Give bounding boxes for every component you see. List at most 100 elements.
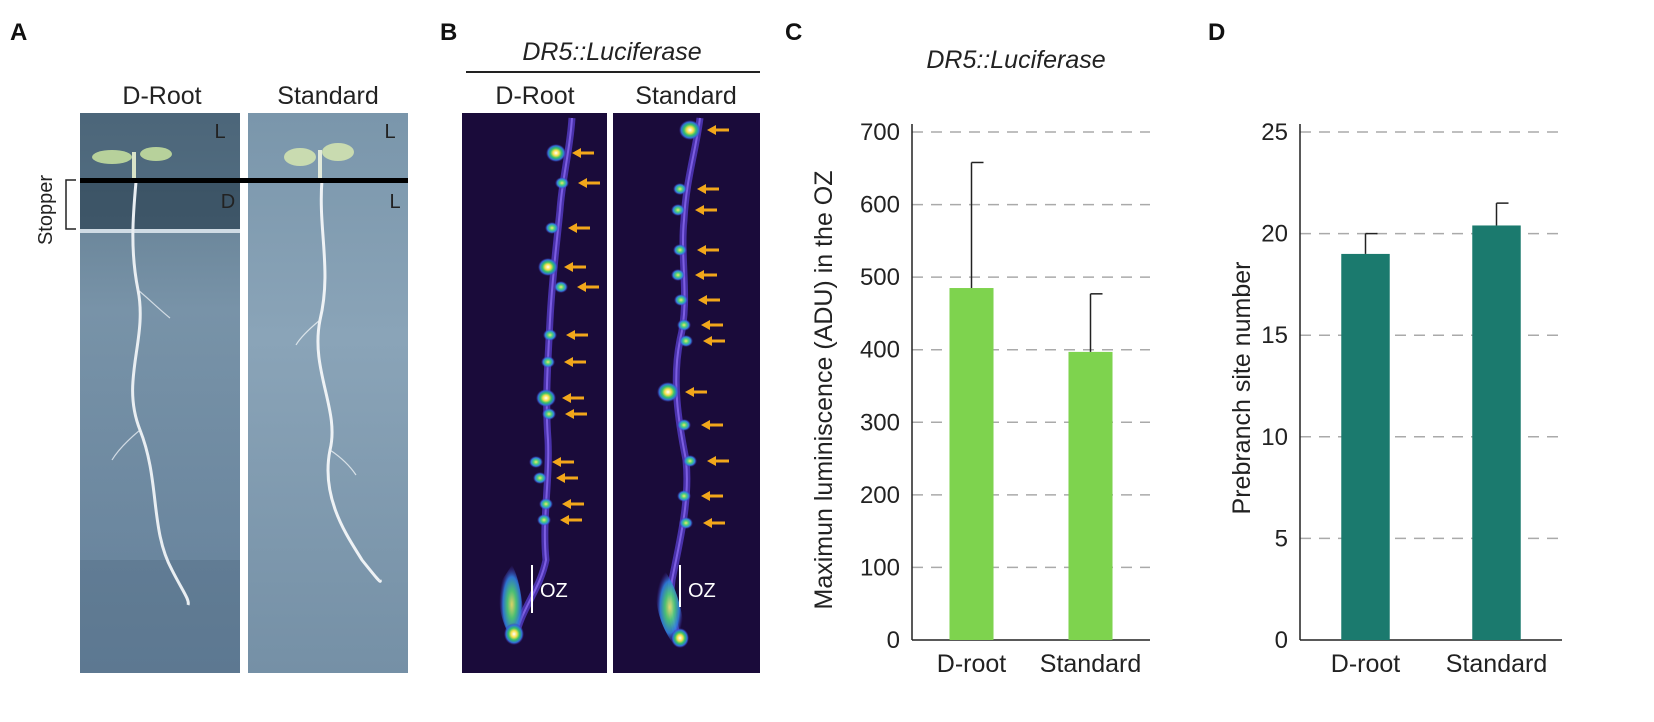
y-tick-label: 300 — [860, 409, 900, 436]
orange-arrow-icon — [695, 270, 717, 280]
panel-letter-c: C — [785, 19, 802, 46]
arrows-standard — [685, 125, 729, 528]
orange-arrow-icon — [698, 295, 720, 305]
y-tick-label: 5 — [1275, 525, 1288, 552]
lum-spot — [679, 335, 693, 347]
orange-arrow-icon — [560, 515, 582, 525]
lum-spot — [537, 514, 551, 526]
orange-arrow-icon — [556, 473, 578, 483]
lum-spot — [546, 144, 566, 162]
lum-spot — [677, 319, 691, 331]
orange-arrow-icon — [568, 223, 590, 233]
panel-b-col-standard: Standard — [635, 82, 736, 110]
orange-arrow-icon — [577, 282, 599, 292]
orange-arrow-icon — [703, 336, 725, 346]
orange-arrow-icon — [701, 420, 723, 430]
x-tick-label: D-root — [1331, 650, 1401, 678]
orange-arrow-icon — [707, 456, 729, 466]
plate-standard: L L — [248, 113, 408, 673]
orange-arrow-icon — [562, 393, 584, 403]
orange-arrow-icon — [552, 457, 574, 467]
plate-droot: L D — [80, 113, 240, 673]
chart-d-ylabel: Prebranch site number — [1228, 262, 1256, 515]
oz-label-droot: OZ — [540, 580, 568, 602]
zone-label-standard-top: L — [384, 121, 395, 143]
orange-arrow-icon — [701, 491, 723, 501]
lum-spot — [533, 472, 547, 484]
orange-arrow-icon — [697, 184, 719, 194]
lum-spots-standard — [657, 120, 701, 529]
stopper-bracket — [65, 179, 76, 230]
orange-arrow-icon — [565, 409, 587, 419]
chart-c-ylabel: Maximun luminiscence (ADU) in the OZ — [810, 170, 838, 609]
lum-spot — [542, 408, 556, 420]
zone-label-standard-mid: L — [389, 191, 400, 213]
oz-glow-standard — [655, 570, 684, 645]
orange-arrow-icon — [564, 262, 586, 272]
stopper-label: Stopper — [35, 175, 57, 245]
y-tick-label: 600 — [860, 192, 900, 219]
lum-spot — [679, 120, 701, 140]
lum-spot — [545, 222, 559, 234]
y-tick-label: 100 — [860, 554, 900, 581]
panel-b: B DR5::Luciferase D-Root Standard OZ OZ — [440, 19, 760, 673]
arrows-droot — [552, 148, 600, 525]
panel-d: D Prebranch site number 0 5 10 15 20 25 D-root… — [1208, 19, 1562, 678]
panel-c: C DR5::Luciferase Maximun luminiscence (… — [785, 19, 1150, 678]
lum-spots-droot — [529, 144, 569, 526]
y-tick-label: 0 — [1275, 627, 1288, 654]
orange-arrow-icon — [578, 178, 600, 188]
orange-arrow-icon — [695, 205, 717, 215]
lum-spot — [657, 382, 679, 402]
chart-d-bar-standard — [1472, 225, 1521, 641]
orange-arrow-icon — [572, 148, 594, 158]
lum-spot — [539, 498, 553, 510]
orange-arrow-icon — [566, 330, 588, 340]
chart-c: 0 100 200 300 400 500 600 700 D-root Standard — [860, 119, 1150, 678]
orange-arrow-icon — [703, 518, 725, 528]
zone-label-droot-top: L — [214, 121, 225, 143]
lum-spot — [679, 517, 693, 529]
y-tick-label: 700 — [860, 119, 900, 146]
lum-image-droot — [462, 113, 607, 673]
panel-letter-b: B — [440, 19, 457, 46]
orange-arrow-icon — [564, 357, 586, 367]
y-tick-label: 10 — [1261, 424, 1288, 451]
y-tick-label: 200 — [860, 482, 900, 509]
y-tick-label: 25 — [1261, 119, 1288, 146]
lum-spot — [683, 455, 697, 467]
lum-spot — [538, 258, 558, 276]
chart-c-title: DR5::Luciferase — [926, 46, 1105, 74]
panel-letter-a: A — [10, 19, 27, 46]
chart-d-bar-d-root — [1341, 253, 1390, 641]
lum-spot — [677, 419, 691, 431]
lum-spot — [536, 389, 556, 407]
orange-arrow-icon — [562, 499, 584, 509]
y-tick-label: 0 — [887, 627, 900, 654]
oz-label-standard: OZ — [688, 580, 716, 602]
x-tick-label: Standard — [1040, 650, 1141, 678]
y-tick-label: 20 — [1261, 221, 1288, 248]
panel-a: A D-Root Standard L D — [10, 19, 408, 673]
panel-a-col-standard: Standard — [277, 82, 378, 110]
chart-c-bar-d-root — [949, 288, 994, 640]
panel-letter-d: D — [1208, 19, 1225, 46]
lum-spot — [541, 356, 555, 368]
lum-spot — [555, 177, 569, 189]
orange-arrow-icon — [685, 387, 707, 397]
lum-spot — [677, 490, 691, 502]
lum-spot — [671, 204, 685, 216]
y-tick-label: 15 — [1261, 322, 1288, 349]
orange-arrow-icon — [701, 320, 723, 330]
orange-arrow-icon — [697, 245, 719, 255]
panel-a-col-droot: D-Root — [122, 82, 201, 110]
lum-spot — [673, 244, 687, 256]
orange-arrow-icon — [707, 125, 729, 135]
chart-c-bar-standard — [1068, 351, 1113, 640]
panel-b-title: DR5::Luciferase — [522, 38, 701, 66]
chart-d: 0 5 10 15 20 25 D-root Standard — [1261, 119, 1562, 678]
lum-spot — [543, 329, 557, 341]
lum-spot — [529, 456, 543, 468]
zone-label-droot-mid: D — [221, 191, 235, 213]
